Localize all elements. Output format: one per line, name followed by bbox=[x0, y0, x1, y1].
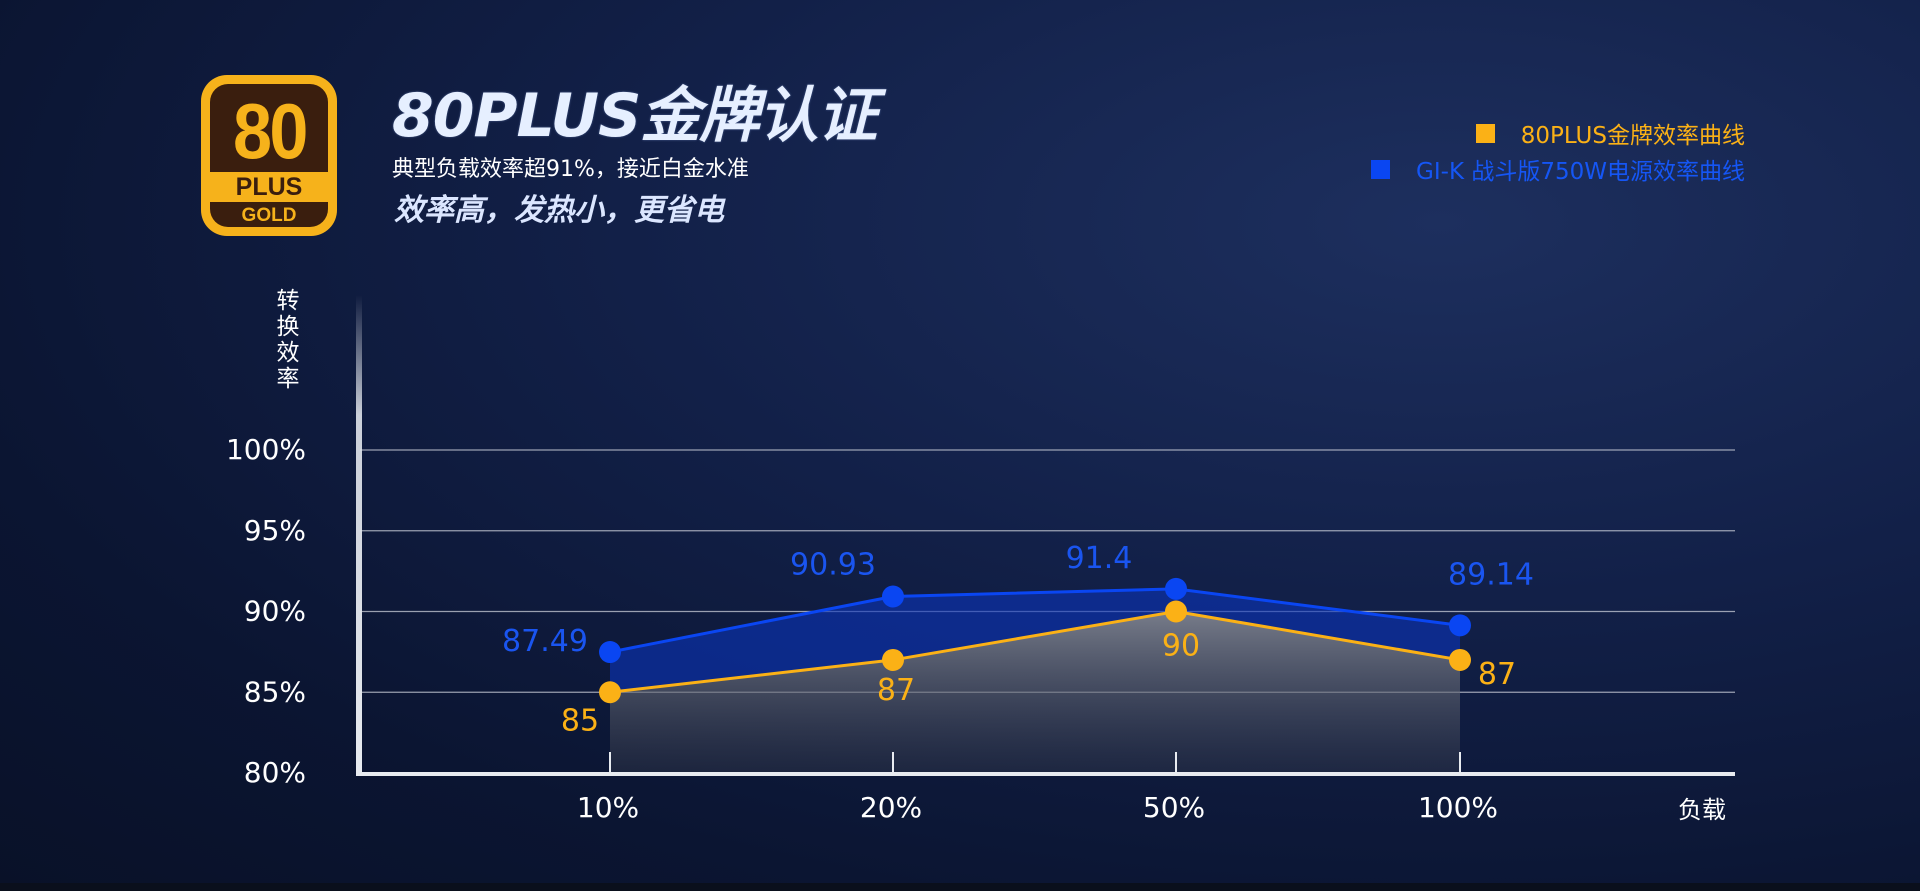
gold-data-label: 87 bbox=[877, 673, 915, 708]
gik-series-point bbox=[599, 641, 621, 664]
y-tick-label: 95% bbox=[244, 514, 306, 547]
legend-item-gik: GI-K 战斗版750W电源效率曲线 bbox=[1371, 151, 1745, 187]
badge-plus: PLUS bbox=[210, 172, 328, 202]
gik-series-point bbox=[882, 585, 904, 608]
page-title: 80PLUS金牌认证 bbox=[392, 81, 877, 151]
gik-series-point bbox=[1449, 614, 1471, 637]
gold-series-point bbox=[1165, 600, 1187, 623]
x-tick-label: 50% bbox=[1143, 791, 1205, 824]
badge-gold: GOLD bbox=[241, 205, 297, 226]
gold-series-point bbox=[599, 681, 621, 704]
gik-series-band bbox=[610, 588, 1460, 693]
gik-data-label: 90.93 bbox=[790, 547, 876, 582]
gold-series-point bbox=[882, 648, 904, 671]
gik-data-label: 91.4 bbox=[1066, 541, 1133, 576]
y-tick-label: 80% bbox=[244, 756, 306, 789]
gold-series-area bbox=[610, 611, 1460, 773]
x-axis-title: 负载 bbox=[1678, 796, 1726, 824]
gik-data-label: 87.49 bbox=[502, 624, 588, 659]
page-subtitle: 典型负载效率超91%，接近白金水准 bbox=[392, 157, 749, 182]
gold-series-line bbox=[609, 609, 1461, 694]
chart-legend: 80PLUS金牌效率曲线 GI-K 战斗版750W电源效率曲线 bbox=[1371, 115, 1745, 187]
gold-data-label: 90 bbox=[1162, 629, 1200, 664]
legend-item-gold: 80PLUS金牌效率曲线 bbox=[1371, 115, 1745, 151]
x-tick-label: 10% bbox=[577, 791, 639, 824]
gik-series-line bbox=[609, 587, 1461, 654]
y-axis-title: 转换效率 bbox=[276, 288, 300, 392]
x-axis-line bbox=[356, 772, 1735, 776]
legend-swatch-gik bbox=[1371, 159, 1391, 179]
badge-number: 80 bbox=[232, 87, 308, 175]
legend-label-gik: GI-K 战斗版750W电源效率曲线 bbox=[1416, 159, 1745, 185]
gik-data-label: 89.14 bbox=[1448, 557, 1534, 592]
y-axis-line bbox=[356, 295, 362, 775]
legend-label-gold: 80PLUS金牌效率曲线 bbox=[1520, 123, 1745, 149]
y-tick-label: 90% bbox=[244, 595, 306, 628]
x-tick-label: 100% bbox=[1418, 791, 1498, 824]
gold-series-point bbox=[1449, 648, 1471, 671]
80plus-gold-logo: 80 PLUS GOLD bbox=[201, 75, 337, 236]
legend-swatch-gold bbox=[1475, 123, 1495, 143]
y-tick-label: 85% bbox=[244, 675, 306, 708]
bottom-strip bbox=[0, 883, 1920, 891]
slogan: 效率高，发热小，更省电 bbox=[394, 193, 724, 228]
x-tick-label: 20% bbox=[860, 791, 922, 824]
gik-series-point bbox=[1165, 577, 1187, 600]
gold-data-label: 85 bbox=[561, 703, 599, 738]
y-tick-label: 100% bbox=[226, 433, 306, 466]
gold-data-label: 87 bbox=[1478, 657, 1516, 692]
badge-inner: 80 PLUS GOLD bbox=[210, 84, 328, 227]
